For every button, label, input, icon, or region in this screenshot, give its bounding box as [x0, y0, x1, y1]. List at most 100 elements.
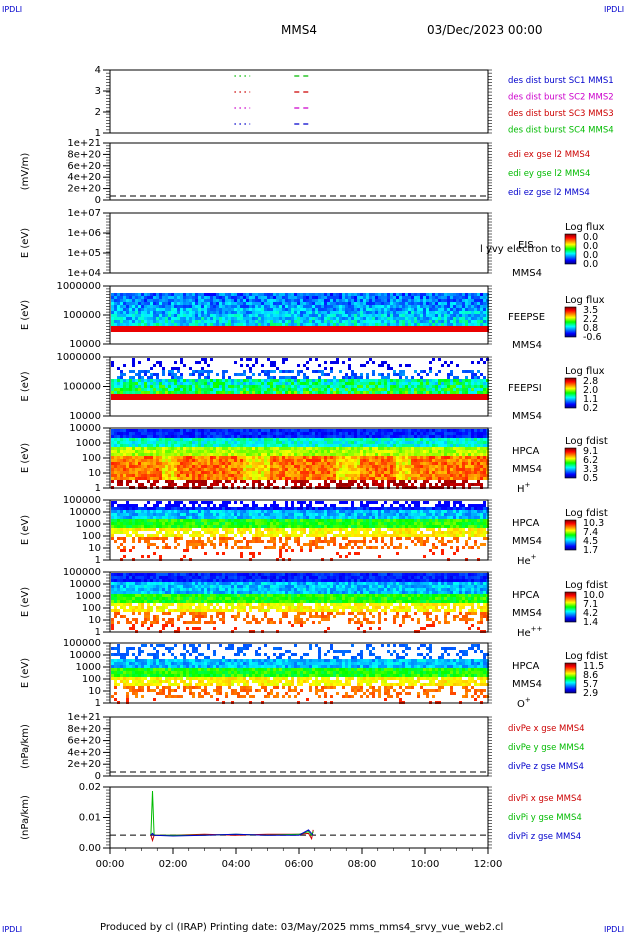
feepse-cell [429, 320, 432, 323]
hpca_h-cell [369, 459, 372, 462]
feepse-cell [327, 308, 330, 311]
feepse-cell [405, 299, 408, 302]
feepse-cell [117, 320, 120, 323]
feepsi-cell [360, 397, 363, 400]
feepse-cell [366, 323, 369, 326]
feepsi-cell [456, 364, 459, 367]
feepse-cell [318, 305, 321, 308]
hpca_h-cell [249, 471, 252, 474]
feepsi-cell [471, 361, 474, 364]
hpca_h-cell [351, 447, 354, 450]
hpca_h-cell [408, 438, 411, 441]
hpca_h-cell [303, 441, 306, 444]
feepse-cell [330, 326, 333, 329]
hpca_h-cell [267, 468, 270, 471]
feepsi-cell [312, 382, 315, 385]
hpca_h-cell [153, 483, 156, 486]
hpca_h-cell [357, 438, 360, 441]
hpca_h-cell [291, 429, 294, 432]
hpca_h-cell [117, 441, 120, 444]
feepse-cell [165, 323, 168, 326]
hpca_h-cell [300, 450, 303, 453]
feepse-cell [288, 305, 291, 308]
feepsi-cell [447, 385, 450, 388]
feepsi-cell [294, 385, 297, 388]
hpca_h-cell [210, 474, 213, 477]
hpca_h-cell [351, 438, 354, 441]
hpca_h-cell [396, 462, 399, 465]
hpca_h-cell [258, 432, 261, 435]
feepsi-cell [123, 397, 126, 400]
feepse-cell [243, 317, 246, 320]
hpca_h-cell [324, 453, 327, 456]
feepse-cell [309, 296, 312, 299]
feepse-cell [246, 302, 249, 305]
hpca_h-cell [126, 459, 129, 462]
hpca_h-cell [123, 459, 126, 462]
feepse-cell [327, 296, 330, 299]
feepse-cell [285, 311, 288, 314]
feepsi-cell [156, 376, 159, 379]
hpca_h-cell [171, 453, 174, 456]
hpca_h-cell [372, 432, 375, 435]
feepse-cell [480, 323, 483, 326]
hpca_h-cell [276, 459, 279, 462]
feepsi-cell [201, 358, 204, 361]
feepse-cell [219, 311, 222, 314]
feepse-cell [114, 320, 117, 323]
feepsi-cell [174, 394, 177, 397]
feepsi-cell [306, 367, 309, 370]
hpca_h-cell [297, 450, 300, 453]
feepse-cell [441, 302, 444, 305]
hpca_h-cell [174, 447, 177, 450]
hpca_h-cell [246, 453, 249, 456]
feepse-cell [420, 317, 423, 320]
hpca_h-cell [237, 438, 240, 441]
feepse-cell [306, 308, 309, 311]
hpca_h-cell [372, 450, 375, 453]
feepsi-cell [282, 391, 285, 394]
feepsi-cell [414, 394, 417, 397]
hpca_h-cell [324, 441, 327, 444]
feepse-cell [258, 299, 261, 302]
hpca_h-cell [339, 474, 342, 477]
feepse-cell [210, 317, 213, 320]
feepsi-cell [126, 391, 129, 394]
feepsi-cell [255, 379, 258, 382]
hpca_h-cell [135, 474, 138, 477]
feepse-cell [216, 326, 219, 329]
hpca_h-cell [279, 438, 282, 441]
hpca_h-cell [408, 444, 411, 447]
hpca_h-cell [393, 456, 396, 459]
feepsi-cell [126, 385, 129, 388]
hpca_h-cell [303, 462, 306, 465]
feepsi-cell [315, 370, 318, 373]
feepse-cell [483, 320, 486, 323]
feepse-cell [351, 299, 354, 302]
feepse-cell [162, 299, 165, 302]
feepse-cell [111, 296, 114, 299]
hpca_h-cell [111, 435, 114, 438]
hpca_h-cell [186, 453, 189, 456]
feepsi-cell [435, 373, 438, 376]
feepse-cell [201, 314, 204, 317]
hpca_h-cell [144, 432, 147, 435]
hpca_h-cell [228, 432, 231, 435]
feepsi-cell [333, 382, 336, 385]
feepsi-cell [240, 379, 243, 382]
feepse-cell [348, 296, 351, 299]
feepse-cell [171, 317, 174, 320]
hpca_h-cell [375, 432, 378, 435]
feepse-cell [312, 320, 315, 323]
feepse-cell [474, 308, 477, 311]
feepse-ytick-label: 10000 [69, 339, 101, 350]
feepse-cell [171, 302, 174, 305]
feepsi-cell [132, 364, 135, 367]
feepse-cell [438, 299, 441, 302]
hpca_h-cell [219, 438, 222, 441]
feepse-cell [225, 308, 228, 311]
feepsi-cell [405, 388, 408, 391]
feepse-cell [327, 320, 330, 323]
hpca_h-cell [117, 438, 120, 441]
